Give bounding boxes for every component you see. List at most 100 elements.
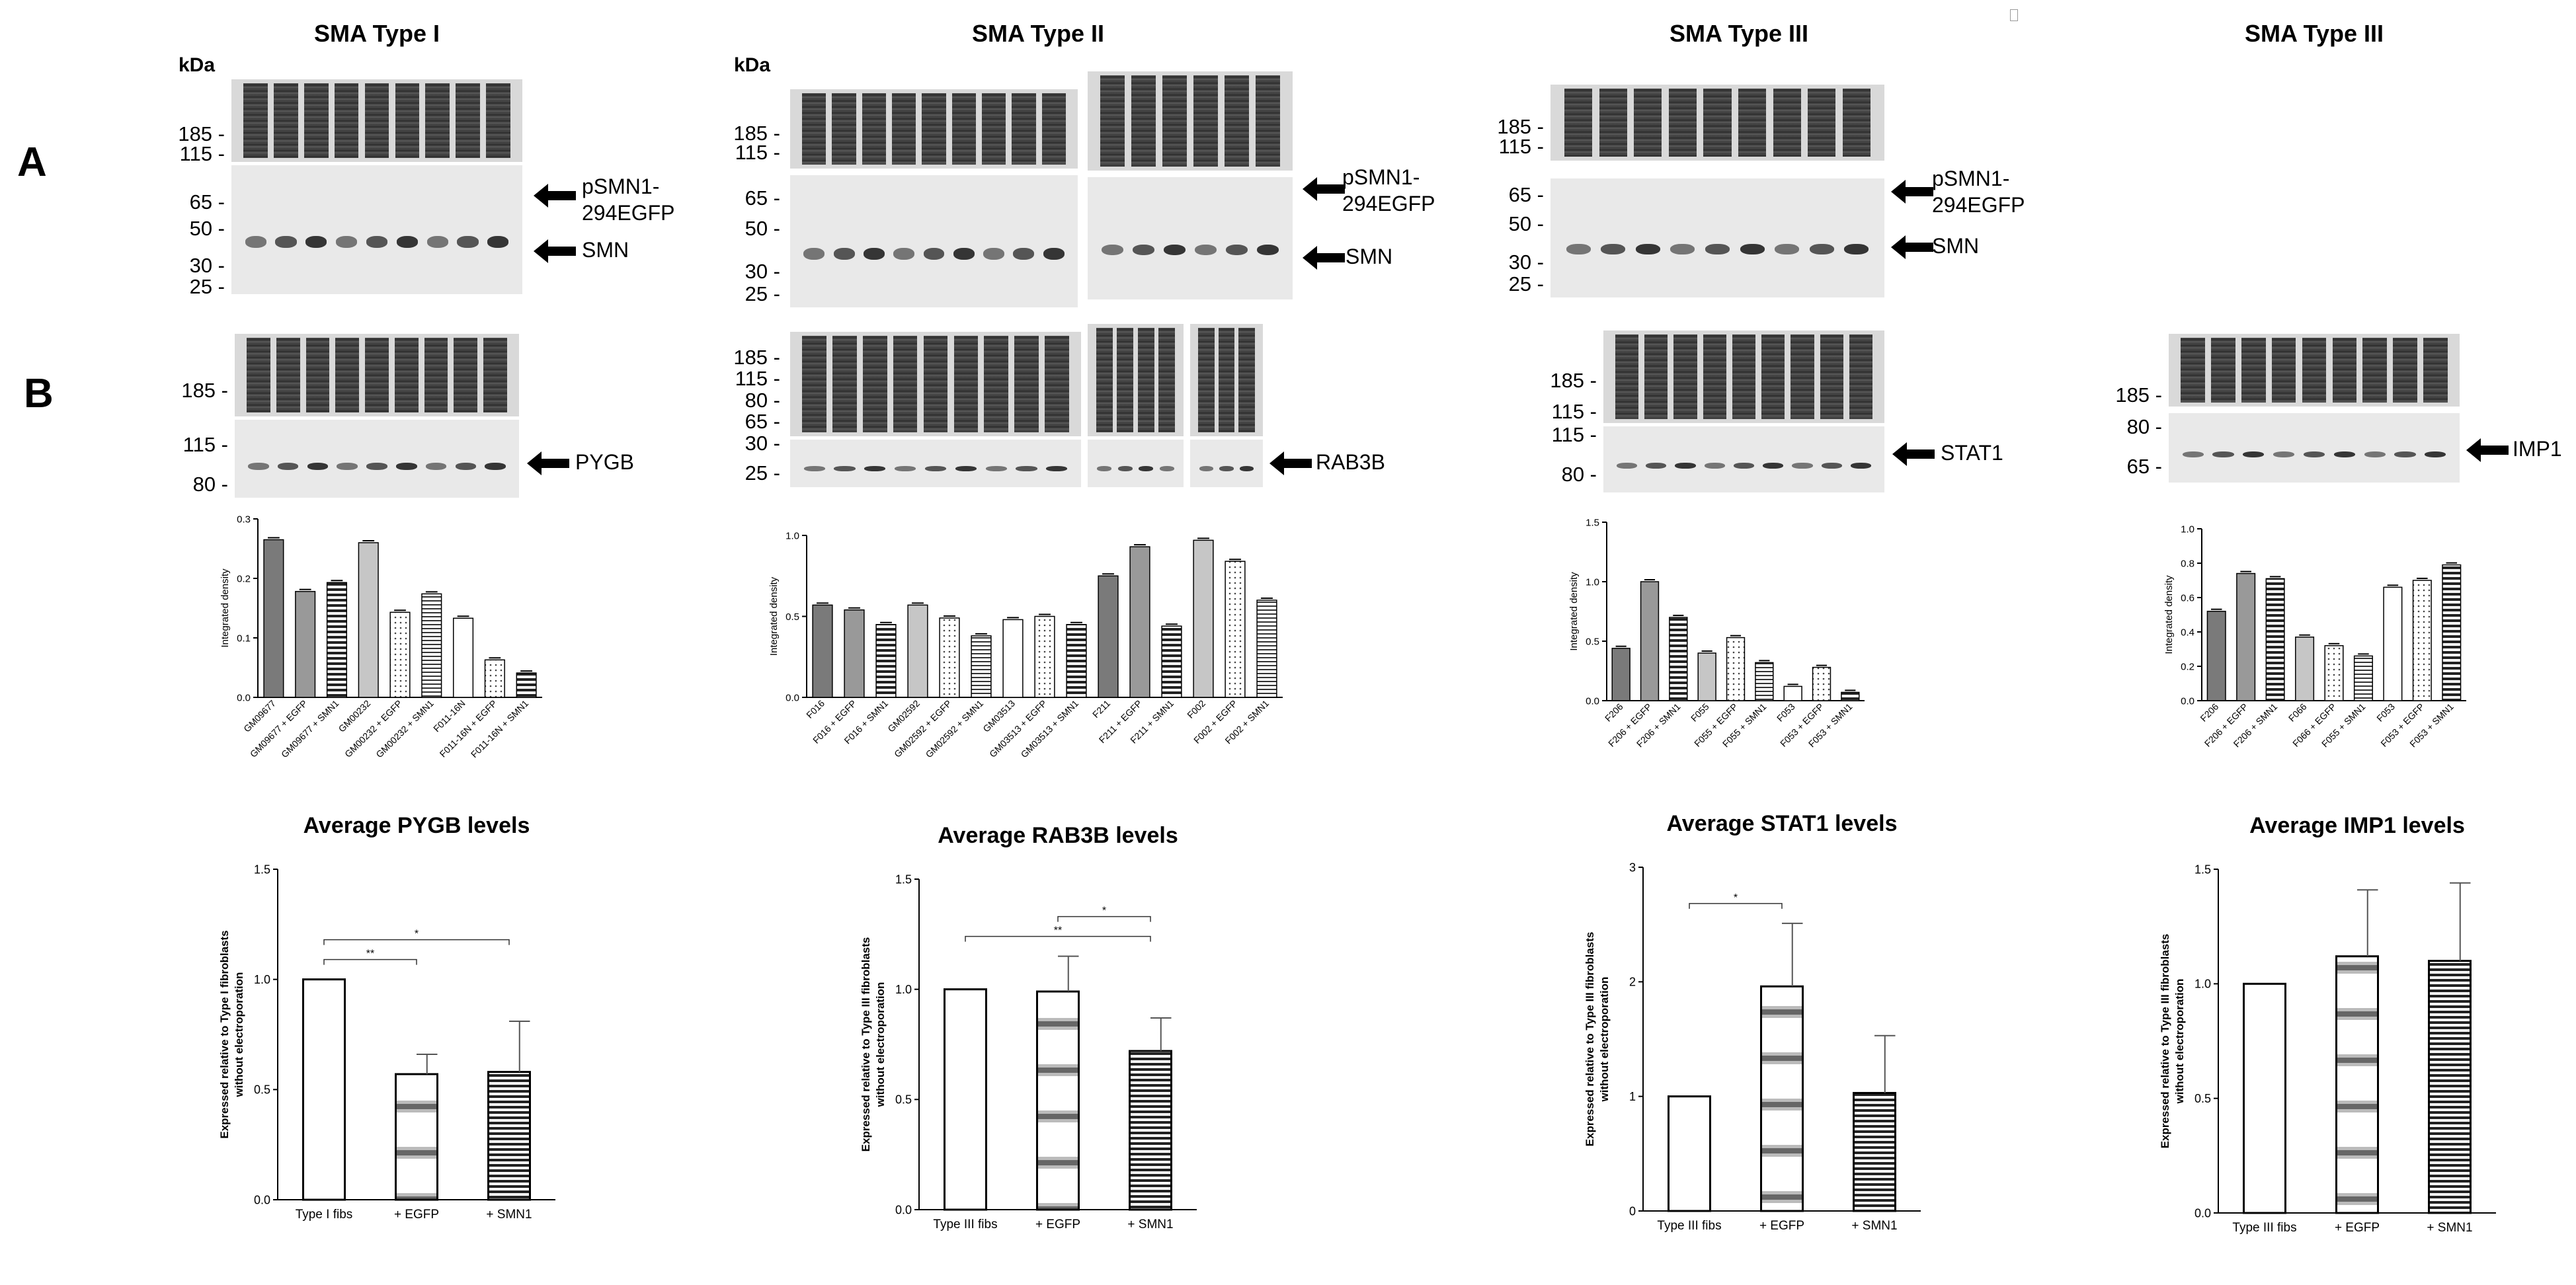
panel-letter-a: A — [17, 139, 47, 185]
gel-lane — [1673, 426, 1697, 492]
gel-lane — [1808, 89, 1836, 157]
mw-marker: 25 — [721, 282, 780, 306]
arrow-psmn1-sma2 — [1303, 177, 1345, 201]
protein-band — [833, 248, 855, 260]
blot-sma3b-b-total-protein — [2169, 334, 2460, 407]
bar — [358, 542, 379, 698]
protein-band — [1199, 465, 1214, 471]
y-axis-label-line: Expressed relative to Type III fibroblas… — [1584, 932, 1596, 1147]
gel-lane — [1808, 178, 1835, 297]
arrow-smn-sma1 — [534, 239, 576, 263]
bar — [2428, 960, 2472, 1214]
label-psmn1-sma2: pSMN1- 294EGFP — [1342, 164, 1435, 217]
gel-lane — [1117, 328, 1134, 432]
gel-lane — [2393, 413, 2417, 483]
gel-lane — [424, 420, 448, 498]
protein-band — [803, 465, 825, 471]
x-tick-label: F011-16N + EGFP — [438, 698, 499, 759]
gel-lane — [1761, 334, 1785, 419]
significance-label: * — [1102, 906, 1106, 917]
gel-lane — [274, 165, 298, 294]
arrow-smn-sma2 — [1303, 246, 1345, 270]
x-tick-label: + EGFP — [1035, 1218, 1080, 1231]
y-tick-label: 0.0 — [2181, 695, 2194, 707]
mw-marker: 80 — [2103, 415, 2162, 439]
gel-lane — [2272, 413, 2296, 483]
x-tick-label: GM09677 + EGFP — [248, 698, 309, 759]
significance-label: * — [415, 929, 419, 940]
gel-lane — [246, 338, 270, 412]
gel-lane — [1599, 89, 1627, 157]
protein-band — [1102, 244, 1124, 256]
bar — [1036, 990, 1080, 1211]
blot-sma2-smn-left — [790, 175, 1078, 307]
gel-lane — [486, 83, 510, 158]
blot-sma3-total-protein — [1550, 85, 1884, 161]
gel-lane — [243, 83, 268, 158]
bar — [452, 617, 474, 698]
gel-lane — [892, 175, 916, 307]
label-pygb: PYGB — [575, 450, 634, 474]
mw-marker: 30 — [165, 254, 225, 278]
mw-marker: 115 — [1537, 400, 1597, 424]
label-psmn1-sma3: pSMN1- 294EGFP — [1932, 165, 2025, 218]
gel-lane — [1100, 75, 1125, 167]
arrow-stat1 — [1892, 442, 1935, 466]
gel-lane — [1045, 440, 1069, 487]
gel-lane — [1820, 334, 1843, 419]
gel-lane — [1041, 93, 1066, 165]
chart-average-stat1: 0 1 2 3 Expressed relative to Type III fibro… — [1560, 808, 1931, 1261]
protein-band — [1139, 465, 1154, 471]
chart-imp1-density: 0.0 0.2 0.4 0.6 0.8 1.0 Integrated density F206… — [2162, 519, 2473, 749]
gel-lane — [924, 440, 948, 487]
y-tick-label: 3 — [1629, 861, 1636, 874]
gel-lane — [483, 338, 508, 412]
mw-marker: 80 — [1537, 463, 1597, 487]
protein-band — [1635, 244, 1660, 255]
section-title-sma-type-3: SMA Type III — [1669, 20, 1809, 47]
x-tick-label: + EGFP — [2335, 1221, 2380, 1235]
mw-marker: 65 — [1484, 183, 1544, 207]
y-tick-label: 0.5 — [1586, 636, 1599, 647]
gel-lane — [2302, 413, 2327, 483]
y-tick-label: 1.5 — [254, 863, 270, 876]
y-axis-label-line: without electroporation — [2173, 979, 2186, 1105]
mw-marker: 115 — [165, 142, 225, 166]
bar — [2295, 637, 2315, 701]
gel-lane — [862, 93, 886, 165]
bar — [1668, 1095, 1711, 1212]
bar — [295, 591, 316, 698]
gel-lane — [276, 338, 300, 412]
y-tick-label: 0.0 — [2194, 1206, 2211, 1220]
x-tick-label: GM00232 + EGFP — [342, 698, 404, 759]
gel-lane — [2181, 338, 2205, 403]
arrow-psmn1-sma1 — [534, 184, 576, 208]
gel-lane — [802, 336, 826, 432]
x-tick-label: F053 — [2374, 701, 2397, 724]
y-axis-label-line: without electroporation — [233, 972, 245, 1098]
bar — [1225, 561, 1246, 698]
protein-band — [1763, 463, 1784, 469]
mw-marker: 50 — [165, 217, 225, 241]
bar — [1161, 625, 1182, 698]
gel-lane — [1849, 334, 1873, 419]
mw-marker: 115 — [1484, 135, 1544, 159]
mw-marker: 115 — [169, 433, 228, 457]
y-axis-label-line: without electroporation — [1598, 977, 1611, 1103]
protein-band — [337, 462, 358, 470]
y-tick-label: 0.0 — [785, 692, 799, 703]
protein-band — [425, 462, 447, 470]
protein-band — [1704, 463, 1725, 469]
x-tick-label: + SMN1 — [486, 1208, 532, 1222]
section-title-sma-type-2: SMA Type II — [971, 20, 1105, 47]
protein-band — [2212, 451, 2234, 458]
gel-lane — [1255, 75, 1281, 167]
protein-band — [863, 248, 885, 260]
blot-sma2-b-total-protein-mid — [1088, 324, 1184, 436]
x-tick-label: + EGFP — [394, 1208, 439, 1222]
gel-lane — [1100, 177, 1125, 299]
protein-band — [457, 236, 479, 248]
gel-lane — [1042, 175, 1066, 307]
gel-lane — [334, 83, 359, 158]
